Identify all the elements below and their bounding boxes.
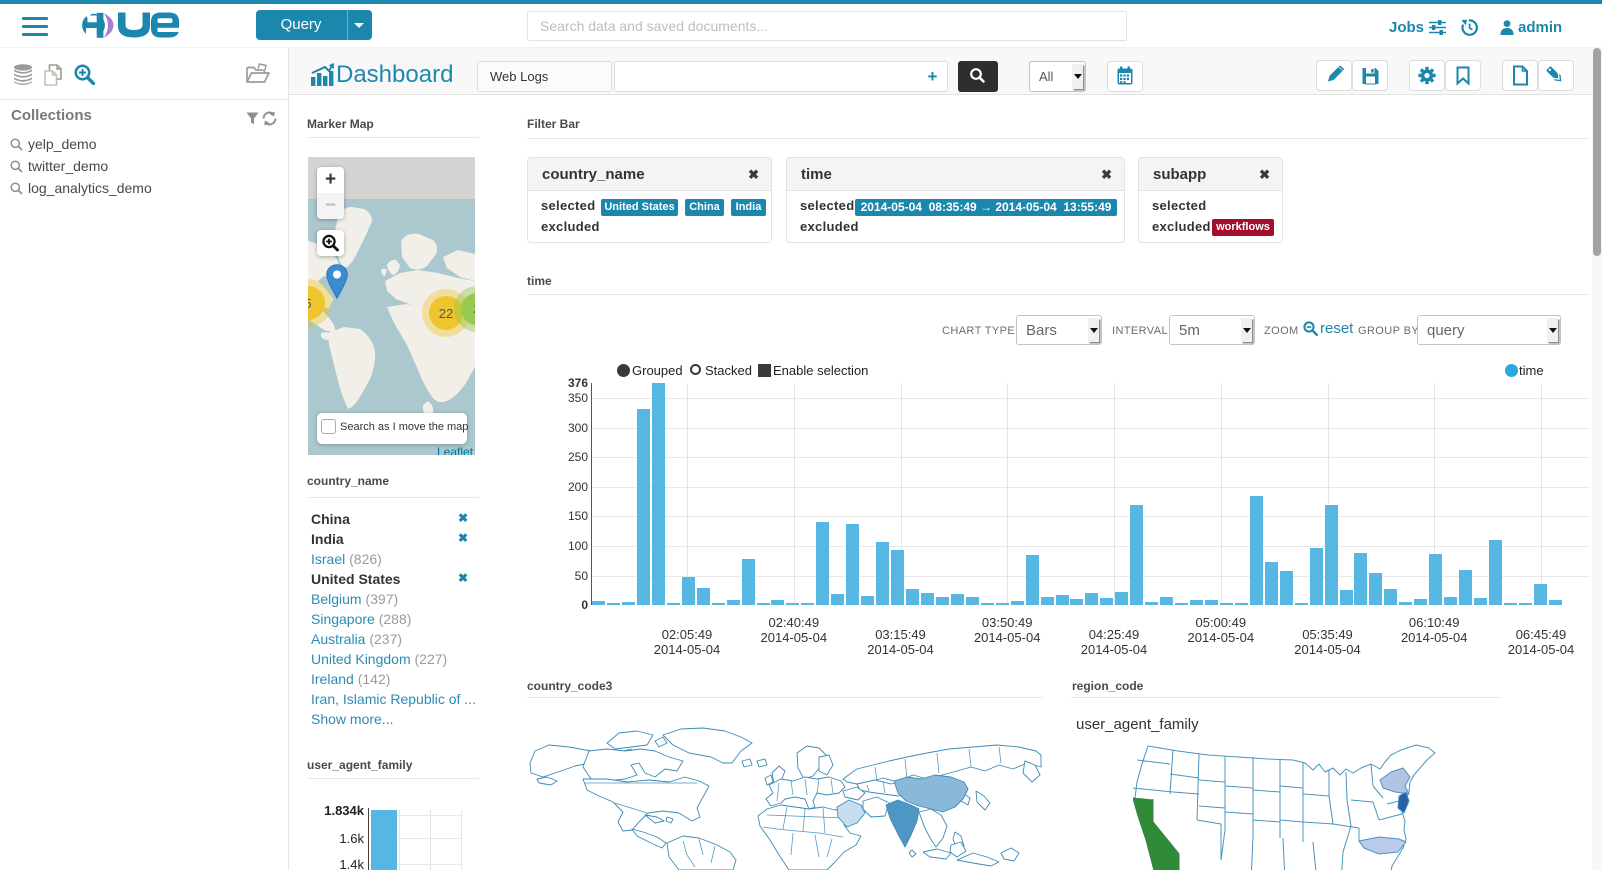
svg-text:2: 2	[473, 301, 475, 316]
svg-text:22: 22	[439, 306, 453, 321]
svg-text:5: 5	[308, 296, 312, 311]
